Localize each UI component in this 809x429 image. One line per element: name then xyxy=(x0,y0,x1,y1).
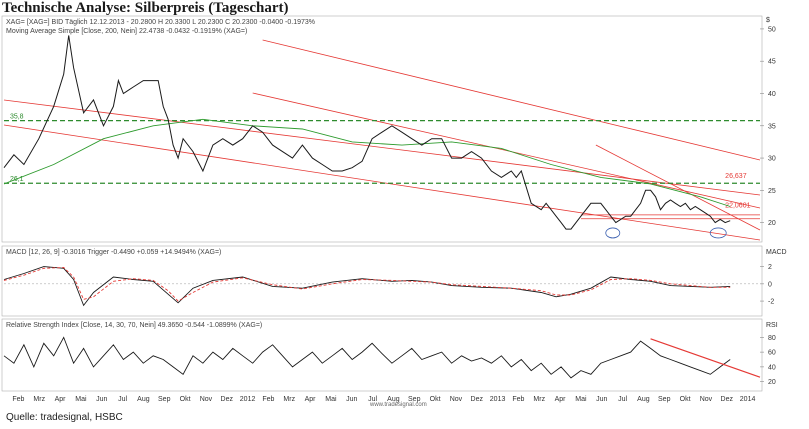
x-tick-label: 2013 xyxy=(490,396,506,403)
macd-panel xyxy=(1,245,763,317)
x-tick-label: Apr xyxy=(555,396,567,403)
x-tick-label: Nov xyxy=(450,396,463,403)
rsi-panel xyxy=(1,318,763,392)
x-tick-label: Aug xyxy=(387,396,400,403)
x-tick-label: Okt xyxy=(680,396,691,403)
x-tick-label: Apr xyxy=(55,396,67,403)
x-tick-label: Jul xyxy=(368,396,377,403)
x-tick-label: 2014 xyxy=(740,396,756,403)
price-legend: XAG= [XAG=] BID Täglich 12.12.2013 - 20.… xyxy=(6,19,315,26)
rsi-tick-label: 20 xyxy=(768,379,776,386)
macd-line xyxy=(3,266,731,307)
x-tick-label: Sep xyxy=(158,396,171,403)
trend-value-label: 22,0601 xyxy=(725,202,750,209)
price-tick-label: 30 xyxy=(768,156,776,163)
macd-axis-name: MACD xyxy=(766,249,787,256)
x-tick-label: Dez xyxy=(471,396,484,403)
source-note: Quelle: tradesignal, HSBC xyxy=(6,412,123,423)
trend-line xyxy=(3,124,761,241)
macd-tick-label: 2 xyxy=(768,264,772,271)
trend-line xyxy=(595,144,761,231)
rsi-tick-label: 60 xyxy=(768,350,776,357)
x-tick-label: Okt xyxy=(430,396,441,403)
x-tick-label: Apr xyxy=(305,396,317,403)
price-tick-label: 40 xyxy=(768,91,776,98)
macd-legend: MACD [12, 26, 9] -0.3016 Trigger -0.4490… xyxy=(6,249,221,256)
rsi-layer: 80 60 40 20 xyxy=(3,335,776,386)
currency-label: $ xyxy=(766,17,770,24)
price-tick-label: 45 xyxy=(768,59,776,66)
x-tick-label: Mrz xyxy=(33,396,45,403)
x-tick-label: Feb xyxy=(12,396,24,403)
trend-line xyxy=(252,92,761,209)
x-tick-label: Nov xyxy=(700,396,713,403)
x-tick-label: Mai xyxy=(325,396,337,403)
level-label: 26,1 xyxy=(10,176,24,183)
sma-legend: Moving Average Simple [Close, 200, Nein]… xyxy=(6,28,247,35)
price-layer: 50 45 40 35 30 25 20 35,8 26,1 26,637 22,0601 xyxy=(3,26,776,241)
x-axis: Feb Mrz Apr Mai Jun Jul Aug Sep Okt Nov Dez 2012 Feb… xyxy=(12,396,755,403)
x-tick-label: Mrz xyxy=(533,396,545,403)
x-tick-label: Okt xyxy=(180,396,191,403)
rsi-legend: Relative Strength Index [Close, 14, 30, … xyxy=(6,322,262,329)
price-tick-label: 50 xyxy=(768,26,776,33)
x-tick-label: Mrz xyxy=(283,396,295,403)
price-line xyxy=(3,35,731,230)
watermark: www.tradesignal.com xyxy=(369,402,427,408)
page-title: Technische Analyse: Silberpreis (Tagesch… xyxy=(2,0,289,16)
level-label: 35,8 xyxy=(10,114,24,121)
macd-tick-label: -2 xyxy=(768,299,774,306)
x-tick-label: Jul xyxy=(618,396,627,403)
x-tick-label: Mai xyxy=(575,396,587,403)
x-tick-label: Aug xyxy=(637,396,650,403)
x-tick-label: Feb xyxy=(262,396,274,403)
rsi-tick-label: 40 xyxy=(768,364,776,371)
x-tick-label: Dez xyxy=(221,396,234,403)
x-tick-label: Feb xyxy=(512,396,524,403)
macd-layer: 2 0 -2 xyxy=(3,264,774,307)
price-tick-label: 25 xyxy=(768,188,776,195)
rsi-trend-line xyxy=(650,338,761,378)
sma200-line xyxy=(3,118,731,207)
bottom-marker xyxy=(605,227,621,239)
price-tick-label: 35 xyxy=(768,123,776,130)
price-panel xyxy=(1,15,763,243)
x-tick-label: Jun xyxy=(596,396,607,403)
macd-tick-label: 0 xyxy=(768,281,772,288)
x-tick-label: Jul xyxy=(118,396,127,403)
x-tick-label: Dez xyxy=(721,396,734,403)
bottom-marker xyxy=(709,227,727,239)
rsi-line xyxy=(3,336,731,379)
rsi-tick-label: 80 xyxy=(768,335,776,342)
x-tick-label: Jun xyxy=(346,396,357,403)
x-tick-label: Sep xyxy=(658,396,671,403)
x-tick-label: Mai xyxy=(75,396,87,403)
x-tick-label: 2012 xyxy=(240,396,256,403)
price-tick-label: 20 xyxy=(768,220,776,227)
trend-value-label: 26,637 xyxy=(725,173,747,180)
x-tick-label: Jun xyxy=(96,396,107,403)
x-tick-label: Aug xyxy=(137,396,150,403)
trend-line xyxy=(262,39,761,161)
trigger-line xyxy=(3,267,731,302)
x-tick-label: Nov xyxy=(200,396,213,403)
x-tick-label: Sep xyxy=(408,396,421,403)
rsi-axis-name: RSI xyxy=(766,322,778,329)
